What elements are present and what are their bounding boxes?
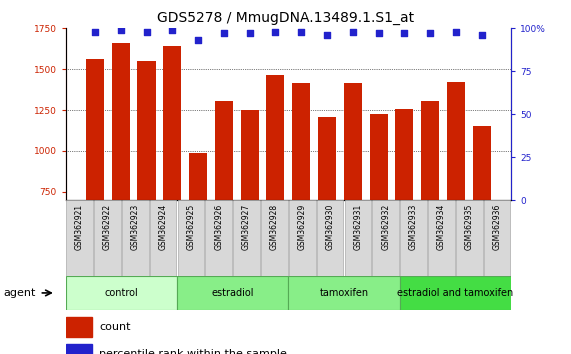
Text: GSM362926: GSM362926: [214, 204, 223, 250]
Text: GSM362934: GSM362934: [437, 204, 446, 250]
Point: [142, 29, 151, 35]
Point: [323, 32, 332, 38]
Bar: [395, 109, 413, 314]
Text: percentile rank within the sample: percentile rank within the sample: [99, 349, 287, 354]
Bar: [240, 110, 259, 314]
Bar: [289, 200, 316, 276]
Point: [116, 27, 125, 33]
Bar: [400, 276, 511, 310]
Point: [348, 29, 357, 35]
Bar: [428, 200, 455, 276]
Point: [477, 32, 486, 38]
Bar: [344, 83, 362, 314]
Bar: [473, 126, 491, 314]
Bar: [484, 200, 510, 276]
Bar: [66, 200, 93, 276]
Text: GSM362932: GSM362932: [381, 204, 391, 250]
Point: [271, 29, 280, 35]
Text: GSM362931: GSM362931: [353, 204, 363, 250]
Text: GSM362930: GSM362930: [325, 204, 335, 250]
Point: [374, 31, 383, 36]
Bar: [369, 114, 388, 314]
Point: [400, 31, 409, 36]
Bar: [233, 200, 260, 276]
Bar: [372, 200, 399, 276]
Bar: [292, 83, 310, 314]
Text: tamoxifen: tamoxifen: [319, 288, 369, 298]
Bar: [177, 276, 288, 310]
Text: GSM362928: GSM362928: [270, 204, 279, 250]
Text: count: count: [99, 322, 131, 332]
Point: [90, 29, 99, 35]
Bar: [318, 118, 336, 314]
Bar: [421, 101, 439, 314]
Bar: [215, 101, 233, 314]
Text: GSM362921: GSM362921: [75, 204, 84, 250]
Bar: [94, 200, 121, 276]
Point: [194, 38, 203, 43]
Bar: [150, 200, 176, 276]
Text: agent: agent: [3, 288, 35, 298]
Text: GSM362925: GSM362925: [186, 204, 195, 250]
Bar: [86, 59, 104, 314]
Bar: [66, 317, 93, 337]
Text: GSM362929: GSM362929: [297, 204, 307, 250]
Bar: [456, 200, 482, 276]
Text: GDS5278 / MmugDNA.13489.1.S1_at: GDS5278 / MmugDNA.13489.1.S1_at: [157, 11, 414, 25]
Text: GSM362922: GSM362922: [103, 204, 112, 250]
Text: GSM362923: GSM362923: [131, 204, 140, 250]
Bar: [66, 276, 177, 310]
Bar: [206, 200, 232, 276]
Bar: [138, 61, 155, 314]
Bar: [178, 200, 204, 276]
Text: GSM362927: GSM362927: [242, 204, 251, 250]
Point: [245, 31, 254, 36]
Bar: [122, 200, 148, 276]
Text: control: control: [104, 288, 138, 298]
Bar: [344, 200, 371, 276]
Text: GSM362936: GSM362936: [493, 204, 502, 250]
Point: [219, 31, 228, 36]
Text: GSM362924: GSM362924: [159, 204, 168, 250]
Text: GSM362935: GSM362935: [465, 204, 474, 250]
Bar: [288, 276, 400, 310]
Bar: [317, 200, 344, 276]
Bar: [66, 343, 93, 354]
Bar: [112, 43, 130, 314]
Text: estradiol and tamoxifen: estradiol and tamoxifen: [397, 288, 513, 298]
Bar: [267, 75, 284, 314]
Bar: [163, 46, 182, 314]
Bar: [447, 82, 465, 314]
Bar: [261, 200, 288, 276]
Bar: [189, 153, 207, 314]
Point: [168, 27, 177, 33]
Point: [452, 29, 461, 35]
Point: [297, 29, 306, 35]
Text: GSM362933: GSM362933: [409, 204, 418, 250]
Bar: [400, 200, 427, 276]
Point: [425, 31, 435, 36]
Text: estradiol: estradiol: [211, 288, 254, 298]
